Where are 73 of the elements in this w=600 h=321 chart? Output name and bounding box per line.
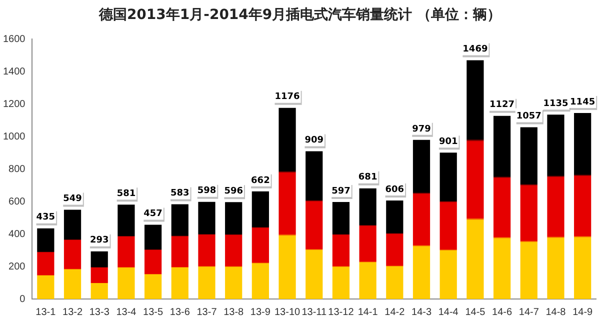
x-tick-label: 13-6	[170, 306, 190, 318]
x-tick-label: 13-11	[302, 306, 327, 318]
data-label: 1176	[274, 92, 300, 102]
bar	[225, 202, 242, 299]
data-label: 581	[116, 188, 136, 199]
y-tick-label: 1200	[2, 98, 26, 110]
data-label: 596	[224, 186, 243, 196]
x-tick-label: 13-5	[143, 306, 164, 318]
data-label: 1469	[462, 44, 488, 55]
y-tick-label: 1400	[2, 66, 26, 78]
bar	[493, 116, 511, 299]
bar	[412, 140, 430, 299]
data-label: 909	[304, 136, 324, 146]
data-label: 681	[358, 172, 378, 183]
x-tick-label: 13-2	[62, 306, 83, 318]
data-label: 549	[63, 194, 82, 204]
x-tick-label: 13-10	[274, 306, 301, 318]
bar	[252, 191, 269, 299]
bar	[547, 114, 564, 299]
data-label: 901	[438, 136, 458, 147]
y-tick-label: 0	[20, 294, 26, 305]
bar	[574, 112, 592, 299]
x-tick-label: 13-4	[116, 306, 137, 318]
data-label: 457	[144, 209, 162, 220]
x-tick-label: 14-4	[438, 306, 459, 318]
x-tick-label: 14-3	[411, 306, 432, 318]
data-label: 1135	[543, 98, 568, 109]
bar	[440, 152, 457, 299]
x-tick-label: 13-12	[328, 306, 354, 318]
data-label: 1057	[516, 112, 542, 122]
chart-title: 德国2013年1月-2014年9月插电式汽车销量统计 （单位：辆）	[98, 6, 502, 25]
data-label: 662	[251, 176, 270, 186]
bar	[144, 224, 162, 299]
x-tick-label: 14-7	[518, 306, 540, 318]
bar	[278, 108, 296, 299]
data-label: 1145	[570, 97, 596, 108]
data-label: 979	[412, 124, 431, 134]
data-label: 606	[385, 184, 404, 195]
data-label: 435	[36, 212, 56, 223]
data-label: 293	[90, 236, 109, 246]
x-tick-label: 13-3	[89, 306, 110, 318]
x-tick-label: 13-7	[196, 306, 218, 318]
x-tick-label: 14-8	[546, 306, 566, 318]
bar	[466, 60, 484, 299]
x-tick-label: 14-1	[358, 306, 378, 318]
y-tick-label: 400	[8, 228, 26, 240]
bar	[386, 200, 404, 299]
y-tick-label: 800	[8, 164, 26, 175]
bar	[171, 204, 188, 299]
bar	[118, 204, 135, 299]
x-tick-label: 14-6	[492, 306, 512, 318]
y-tick-label: 1000	[2, 131, 26, 142]
bar	[520, 127, 538, 299]
data-label: 597	[332, 186, 350, 196]
bar	[64, 210, 82, 299]
bar	[198, 202, 216, 299]
bar	[332, 202, 350, 299]
x-tick-label: 13-1	[36, 306, 56, 318]
x-tick-label: 13-8	[224, 306, 244, 318]
x-tick-label: 13-9	[250, 306, 271, 318]
data-label: 598	[197, 186, 216, 196]
data-label: 583	[170, 188, 190, 199]
x-tick-label: 14-2	[384, 306, 406, 318]
bar	[37, 228, 54, 299]
bar	[90, 251, 108, 299]
y-tick-label: 1600	[2, 34, 26, 45]
y-tick-label: 200	[8, 261, 26, 272]
bar	[306, 151, 323, 299]
x-tick-label: 14-5	[465, 306, 486, 318]
data-label: 1127	[490, 100, 515, 110]
x-tick-label: 14-9	[572, 306, 594, 318]
y-tick-label: 600	[8, 196, 26, 208]
bar	[359, 188, 376, 299]
